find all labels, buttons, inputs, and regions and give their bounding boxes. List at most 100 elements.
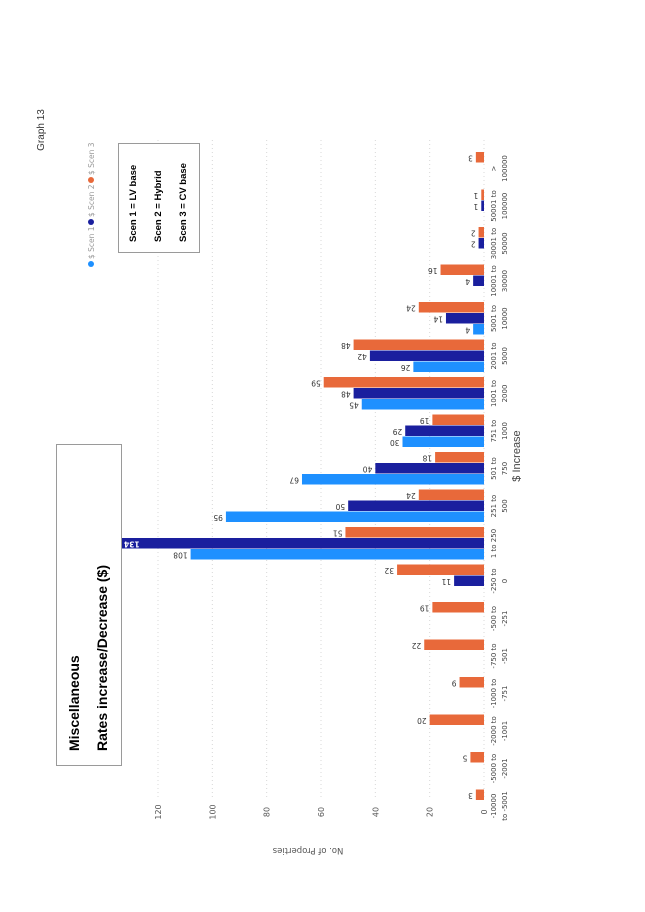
category-label: -250 to (490, 568, 498, 593)
category-label: -2001 (501, 758, 509, 778)
bar (473, 324, 484, 335)
category-labels: -10000 to -5001-5000 to -2001 -2000 to -1001… (490, 155, 509, 821)
category-label: 0 (501, 579, 509, 583)
category-label: 100000 (501, 155, 509, 182)
bar (353, 339, 484, 350)
data-label: 16 (428, 266, 438, 275)
data-label: 9 (452, 679, 457, 688)
category-label: -501 (501, 648, 509, 664)
data-label: 134 (124, 540, 140, 549)
data-label: 108 (173, 551, 188, 560)
y-tick-label: 20 (426, 807, 435, 817)
bar (119, 538, 484, 549)
data-label: 32 (384, 566, 394, 575)
bar (375, 463, 484, 474)
category-label: -10000 (490, 794, 498, 819)
bar (445, 313, 484, 324)
category-label: 500 (501, 499, 509, 512)
bar (301, 474, 484, 485)
data-label: 5 (462, 754, 467, 763)
y-axis-label: No. of Properties (272, 845, 343, 855)
legend-label: $ Scen 1 (87, 226, 96, 259)
title-box: Miscellaneous Rates increase/Decrease ($… (56, 444, 122, 766)
data-label: 51 (333, 529, 343, 538)
title-line-1: Miscellaneous (66, 655, 82, 751)
key-line-2: Scen 2 = Hybrid (153, 170, 164, 242)
data-label: 2 (471, 229, 476, 238)
bar (459, 677, 484, 688)
category-label: 10000 (501, 307, 509, 329)
data-label: 40 (363, 465, 373, 474)
data-label: 29 (392, 427, 402, 436)
bars (119, 152, 484, 800)
category-label: 1000 (501, 422, 509, 440)
category-label: 2001 to (490, 342, 498, 369)
data-label: 14 (433, 315, 443, 324)
category-label: -2000 to (490, 716, 498, 746)
category-label: 501 to (490, 457, 498, 480)
legend: $ Scen 1 $ Scen 2 $ Scen 3 (87, 142, 96, 267)
category-label: 5000 (501, 347, 509, 365)
category-label: 2000 (501, 385, 509, 403)
scenario-key-box: Scen 1 = LV base Scen 2 = Hybrid Scen 3 … (118, 143, 200, 253)
category-label: 5001 to (490, 305, 498, 332)
category-label: 251 to (490, 495, 498, 518)
bar (418, 489, 484, 500)
category-label: -251 (501, 611, 509, 627)
bar (481, 189, 484, 200)
bar (413, 361, 484, 372)
category-label: 50001 to (490, 190, 498, 222)
data-label: 1 (473, 202, 478, 211)
category-label: -750 to (490, 643, 498, 668)
y-tick-label: 120 (154, 804, 163, 819)
legend-marker (88, 261, 94, 267)
data-label: 1 (473, 191, 478, 200)
y-tick-label: 100 (208, 804, 217, 819)
y-tick-label: 80 (263, 807, 272, 817)
value-axis-ticks: 0 20 40 60 80 100 120 (154, 804, 489, 819)
bar (435, 452, 484, 463)
data-label: 67 (289, 476, 299, 485)
category-label: -1001 (501, 721, 509, 741)
data-label: 95 (213, 513, 223, 522)
y-tick-label: 0 (480, 809, 489, 814)
data-label: 50 (335, 502, 345, 511)
bar (323, 377, 484, 388)
bar (475, 152, 484, 163)
legend-label: $ Scen 2 (87, 184, 96, 217)
bar (478, 238, 484, 249)
category-label: 10001 to (490, 265, 498, 297)
bar (473, 275, 484, 286)
category-label: 30001 to (490, 228, 498, 260)
bar (432, 414, 484, 425)
bar (353, 388, 484, 399)
data-label: 19 (420, 604, 430, 613)
page-label: Graph 13 (36, 109, 47, 151)
data-label: 11 (441, 577, 451, 586)
data-labels: 3520922193211511341082450951840671929305… (124, 154, 478, 801)
category-label: -1000 to (490, 679, 498, 709)
bar (405, 425, 484, 436)
category-label: -5000 to (490, 754, 498, 784)
category-label: to -5001 (501, 791, 509, 821)
data-label: 3 (468, 791, 473, 800)
key-line-3: Scen 3 = CV base (178, 163, 189, 242)
data-label: 30 (390, 438, 400, 447)
data-label: 18 (422, 454, 432, 463)
data-label: 2 (471, 240, 476, 249)
data-label: 42 (357, 352, 367, 361)
bar (478, 227, 484, 238)
category-label: -751 (501, 686, 509, 702)
data-label: 4 (465, 277, 470, 286)
data-label: 20 (417, 716, 427, 725)
legend-marker (88, 177, 94, 183)
data-label: 59 (311, 379, 321, 388)
bar (470, 752, 484, 763)
category-label: 1 to 250 (490, 529, 498, 558)
data-label: 24 (406, 304, 416, 313)
y-tick-label: 40 (371, 807, 380, 817)
data-label: 3 (468, 154, 473, 163)
data-label: 48 (341, 390, 351, 399)
title-line-2: Rates increase/Decrease ($) (94, 565, 110, 751)
